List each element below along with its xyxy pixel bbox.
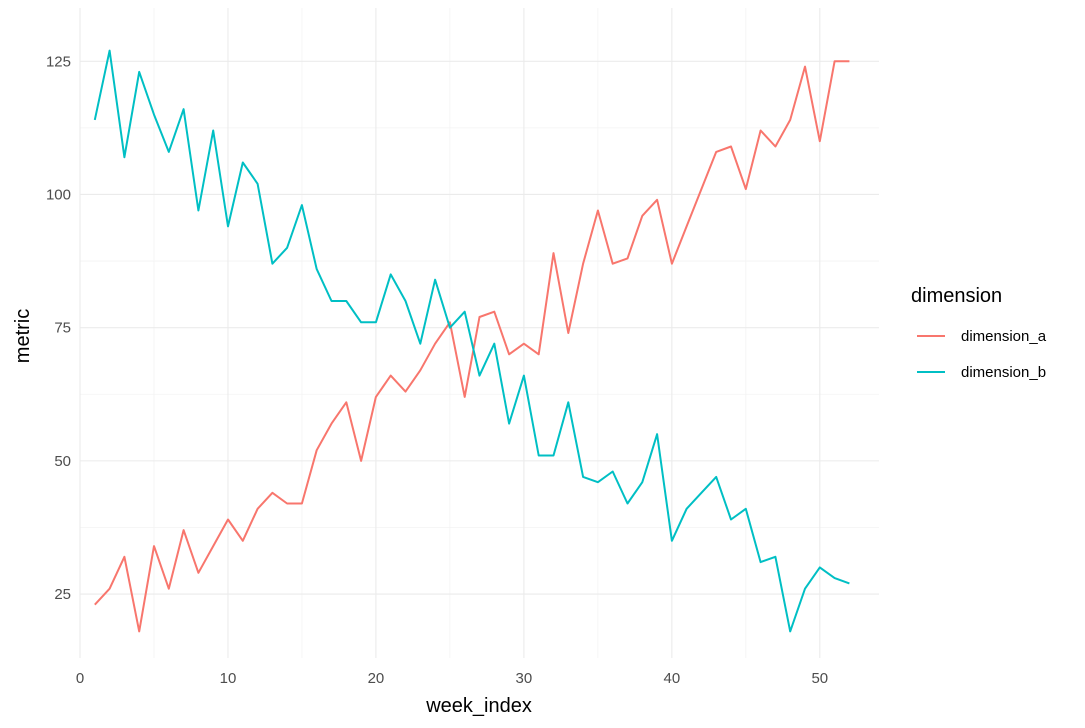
y-tick-label: 75: [54, 320, 71, 337]
x-tick-label: 20: [368, 670, 385, 687]
grid-lines: [79, 8, 879, 658]
series-line-dimension_a: [94, 60, 850, 633]
x-tick-label: 50: [811, 670, 828, 687]
x-tick-label: 10: [220, 670, 237, 687]
legend: dimension dimension_a dimension_b: [911, 285, 1047, 381]
series-lines: [93, 49, 850, 633]
legend-label: dimension_b: [961, 364, 1046, 381]
y-tick-label: 125: [46, 53, 71, 70]
legend-title: dimension: [911, 285, 1002, 307]
legend-item-dimension_b: dimension_b: [917, 364, 1046, 381]
y-tick-label: 25: [54, 586, 71, 603]
x-axis-tick-labels: 0 10 20 30 40 50: [76, 670, 828, 687]
x-tick-label: 30: [516, 670, 533, 687]
legend-label: dimension_a: [961, 328, 1047, 345]
x-tick-label: 0: [76, 670, 84, 687]
legend-items: dimension_a dimension_b: [917, 328, 1047, 381]
series-line-dimension_b: [93, 49, 850, 633]
legend-item-dimension_a: dimension_a: [917, 328, 1047, 345]
x-axis-title: week_index: [425, 695, 532, 717]
y-tick-label: 100: [46, 186, 71, 203]
y-axis-tick-labels: 25 50 75 100 125: [46, 53, 71, 603]
x-tick-label: 40: [664, 670, 681, 687]
y-axis-title: metric: [12, 309, 34, 363]
y-tick-label: 50: [54, 453, 71, 470]
